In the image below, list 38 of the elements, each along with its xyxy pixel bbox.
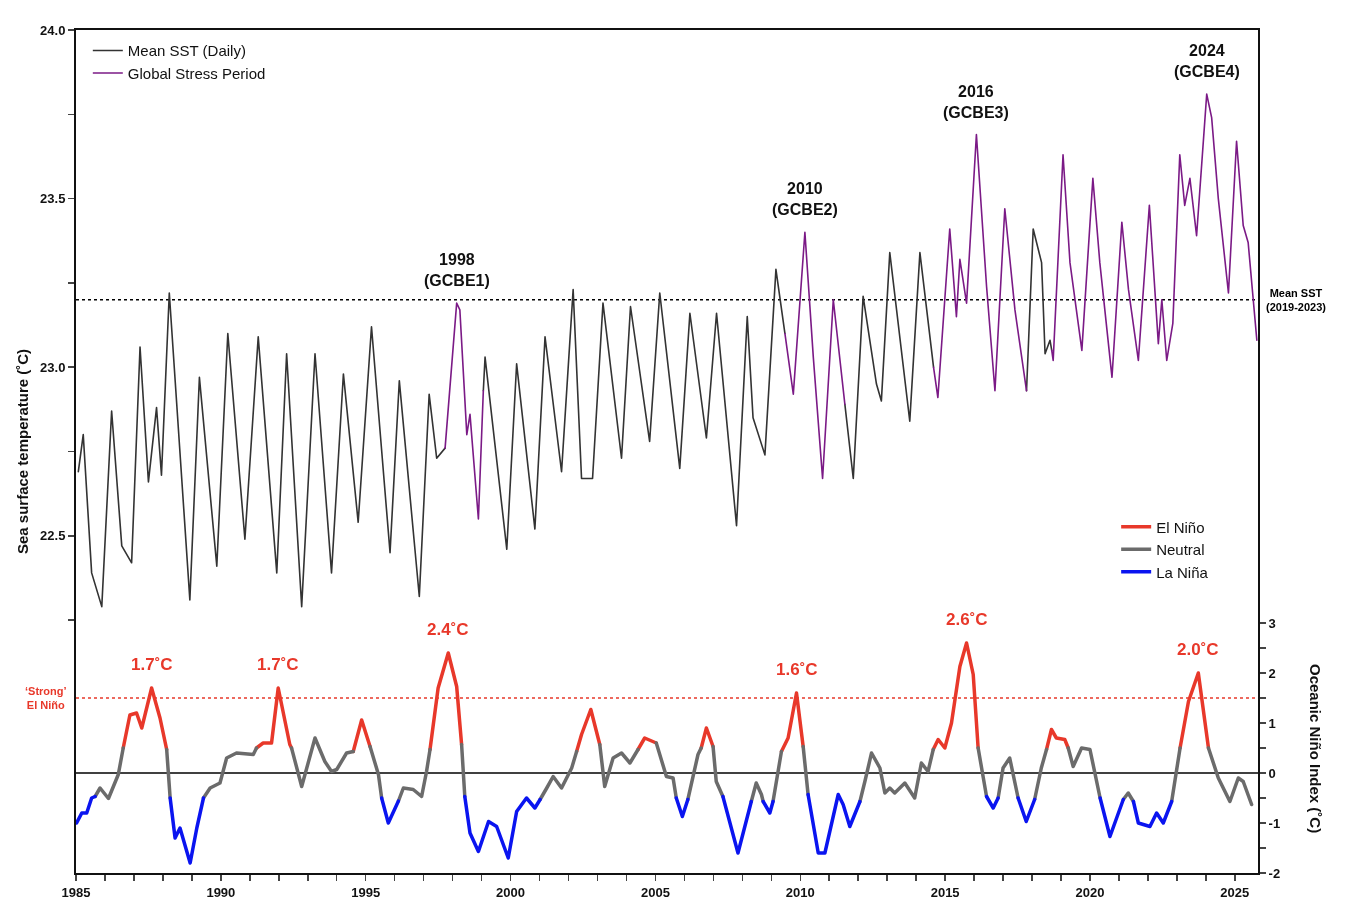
x-tick-label: 1995 xyxy=(351,884,381,900)
y-tick-label: 23.0 xyxy=(40,359,66,375)
y2-tick-label: -1 xyxy=(1268,815,1281,831)
x-tick-label: 2000 xyxy=(496,884,526,900)
annotation: 2024 (GCBE4) xyxy=(1174,42,1240,80)
annotation: 2016 (GCBE3) xyxy=(943,83,1009,121)
annotation: 2010 (GCBE2) xyxy=(772,180,838,218)
data-label: 1.6˚C xyxy=(776,660,818,679)
data-label: 1.7˚C xyxy=(257,655,299,674)
x-tick-label: 2025 xyxy=(1220,884,1250,900)
legend-label: Mean SST (Daily) xyxy=(127,42,246,60)
ref-line-label: Mean SST (2019-2023) xyxy=(1266,287,1327,314)
y2-tick-label: 3 xyxy=(1268,615,1276,631)
legend-label: Global Stress Period xyxy=(127,64,266,82)
y2-tick-label: -2 xyxy=(1268,865,1281,881)
y-tick-label: 22.5 xyxy=(40,528,66,544)
legend-label: Neutral xyxy=(1156,541,1205,559)
y2-tick-label: 0 xyxy=(1268,765,1276,781)
x-tick-label: 2015 xyxy=(930,884,960,900)
legend-label: La Niña xyxy=(1156,563,1209,581)
y-tick-label: 24.0 xyxy=(40,22,66,38)
x-tick-label: 1985 xyxy=(61,884,91,900)
annotation: 1998 (GCBE1) xyxy=(424,251,490,289)
x-tick-label: 1990 xyxy=(206,884,236,900)
x-tick-label: 2005 xyxy=(640,884,670,900)
data-label: 2.6˚C xyxy=(946,610,988,629)
data-label: 2.4˚C xyxy=(427,620,469,639)
y-tick-label: 23.5 xyxy=(40,191,66,207)
y-axis-title: Sea surface temperature (˚C) xyxy=(13,348,31,555)
y2-tick-label: 1 xyxy=(1268,715,1276,731)
y2-tick-label: 2 xyxy=(1268,665,1276,681)
ref-line-label: ‘Strong’ El Niño xyxy=(25,685,67,712)
data-label: 1.7˚C xyxy=(131,655,173,674)
legend-label: El Niño xyxy=(1156,518,1205,536)
y2-axis-title: Oceanic Niño Index (˚C) xyxy=(1307,664,1324,834)
x-tick-label: 2020 xyxy=(1075,884,1105,900)
data-label: 2.0˚C xyxy=(1177,640,1219,659)
x-tick-label: 2010 xyxy=(785,884,815,900)
